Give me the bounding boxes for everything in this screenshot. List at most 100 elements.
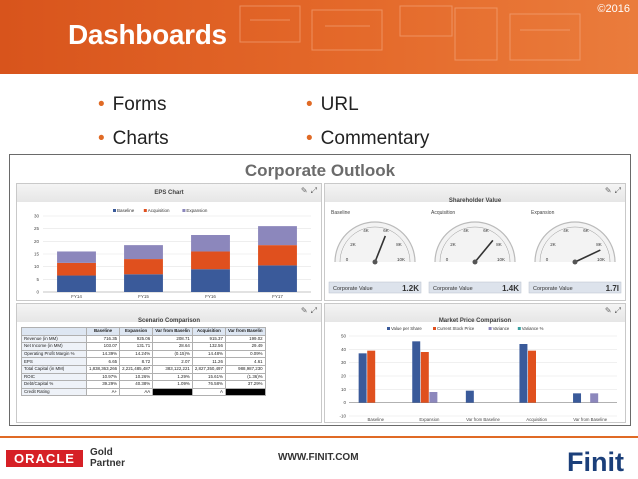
eps-chart-title: EPS Chart — [154, 190, 184, 196]
gauge-readout-value: 1.7I — [606, 284, 619, 293]
market-price-chart: -10 0 10 20 30 40 50 Value per Share Current Sto… — [339, 326, 617, 422]
pencil-icon[interactable]: ✎ — [604, 186, 612, 195]
pencil-icon[interactable]: ✎ — [300, 186, 308, 195]
panel-header — [325, 184, 625, 202]
table-header-row: Baseline Expansion Var from Baselin Acquisi… — [21, 327, 266, 336]
gauge-tick-label: 8K — [496, 242, 502, 247]
table-cell: A+ — [85, 387, 121, 397]
y-tick-label: 30 — [341, 360, 347, 365]
column-header: Var from Baselin — [152, 327, 193, 336]
market-price-panel: ✎ ⤢ Market Price Comparison -10 0 10 20 30 40 5… — [324, 303, 626, 423]
gauge-tick-label: 2K — [450, 242, 456, 247]
gauge-readout-value: 1.4K — [502, 284, 519, 293]
dashboard-screenshot: Corporate Outlook ✎ ⤢ EPS Chart 0 5 10 15 20 2… — [9, 154, 631, 426]
expand-icon[interactable]: ⤢ — [310, 186, 317, 195]
y-tick-label: 25 — [34, 226, 40, 231]
table-row: Net Income (in MM) 103.07 131.71 28.64 132.5… — [21, 342, 266, 351]
table-cell: 14.48% — [191, 349, 226, 359]
table-cell: 2.07 — [152, 357, 193, 366]
y-tick-label: 40 — [341, 347, 347, 352]
bar-segment — [258, 265, 297, 292]
bullet-item: • Forms — [98, 94, 167, 115]
table-cell: 1.09% — [152, 380, 193, 389]
legend-swatch — [143, 209, 147, 212]
table-cell — [224, 387, 266, 397]
table-cell: 39.29% — [85, 380, 121, 389]
eps-chart: 0 5 10 15 20 25 30 Baseline Acquisition Expansion… — [34, 208, 311, 299]
y-tick-label: 10 — [34, 264, 40, 269]
bar — [412, 341, 421, 403]
y-tick-label: 5 — [36, 277, 39, 282]
website-url[interactable]: WWW.FINIT.COM — [278, 452, 359, 463]
expand-icon[interactable]: ⤢ — [310, 306, 317, 315]
expand-icon[interactable]: ⤢ — [614, 306, 621, 315]
bullet-text: Charts — [112, 128, 169, 149]
bar-segment — [57, 262, 96, 276]
bar-segment — [258, 226, 297, 246]
table-cell: 103.07 — [85, 342, 121, 351]
table-cell: 37.29% — [224, 380, 266, 389]
shareholder-value-panel: ✎ ⤢ Shareholder Value Baseline 2K 4K 6K 8K 0 10… — [324, 183, 626, 301]
y-tick-label: 0 — [343, 400, 346, 405]
gauge-scenario-name: Acquisition — [431, 210, 455, 216]
gauge-readout-label: Corporate Value — [533, 286, 573, 292]
table-cell: 15.61% — [191, 372, 226, 382]
bar-segment — [124, 245, 163, 260]
bullet-text: Commentary — [320, 128, 430, 149]
row-label: EPS — [21, 357, 87, 366]
bar-segment — [57, 251, 96, 263]
bar-segment — [258, 245, 297, 266]
gauge-needle — [474, 239, 494, 263]
gauge-tick-label: 0 — [546, 257, 549, 262]
legend-label: Baseline — [117, 208, 135, 213]
panel-tools: ✎ ⤢ — [602, 186, 621, 196]
gauge-tick-label: 8K — [596, 242, 602, 247]
x-tick-label: Baseline — [368, 417, 385, 422]
gauge-inner-arc — [539, 226, 611, 263]
table-row: EPS 6.65 8.72 2.07 11.26 4.61 — [21, 357, 266, 366]
legend-swatch — [387, 327, 390, 330]
legend-label: Current Stock Price — [437, 326, 475, 331]
x-tick-label: FY16 — [205, 294, 216, 299]
gauge-readout — [428, 281, 522, 294]
x-tick-label: FY15 — [138, 294, 149, 299]
table-cell: 988,987,230 — [224, 364, 266, 374]
table-cell: 2,221,485,487 — [119, 364, 154, 374]
gauge-tick-label: 0 — [346, 257, 349, 262]
gauge-scenario-name: Baseline — [331, 210, 350, 216]
legend-label: Acquisition — [148, 208, 170, 213]
table-cell: 40.38% — [119, 380, 154, 389]
gauge-needle — [574, 249, 601, 263]
gauge-tick-label: 8K — [396, 242, 402, 247]
pencil-icon[interactable]: ✎ — [300, 306, 308, 315]
bar-segment — [191, 269, 230, 292]
gauge-inner-arc — [339, 226, 411, 263]
table-cell: 76.58% — [191, 380, 226, 389]
legend-label: Expansion — [186, 208, 208, 213]
gauge-scenario-name: Expansion — [531, 210, 555, 216]
gauge-tick-label: 10K — [597, 257, 605, 262]
table-cell: AA — [119, 387, 154, 397]
table-cell: 1.29% — [152, 372, 193, 382]
bullet-list-left: • Forms • Charts — [98, 88, 169, 156]
table-row: Revenue (in MM) 716.35 925.06 208.71 915.37 1… — [21, 334, 266, 344]
row-label: Debt/Capital % — [21, 380, 87, 389]
gauge-tick-label: 6K — [583, 228, 589, 233]
expand-icon[interactable]: ⤢ — [614, 186, 621, 195]
table-cell: 14.39% — [85, 349, 121, 359]
panel-header — [17, 184, 321, 202]
table-cell: 383,122,221 — [152, 364, 193, 374]
bar — [528, 350, 536, 403]
column-header: Var from Baselin — [224, 327, 266, 336]
panel-header — [325, 304, 625, 322]
table-cell: 716.35 — [85, 334, 121, 344]
panel-tools: ✎ ⤢ — [602, 306, 621, 316]
pencil-icon[interactable]: ✎ — [604, 306, 612, 315]
x-tick-label: FY14 — [71, 294, 82, 299]
finit-wordmark: Finit — [567, 447, 624, 476]
table-cell: 11.26 — [191, 357, 226, 366]
row-label: Operating Profit Margin % — [21, 349, 87, 359]
whiteboard-sketch-background — [239, 5, 581, 61]
row-label: Revenue (in MM) — [21, 334, 87, 344]
legend-label: Value per Share — [391, 326, 422, 331]
